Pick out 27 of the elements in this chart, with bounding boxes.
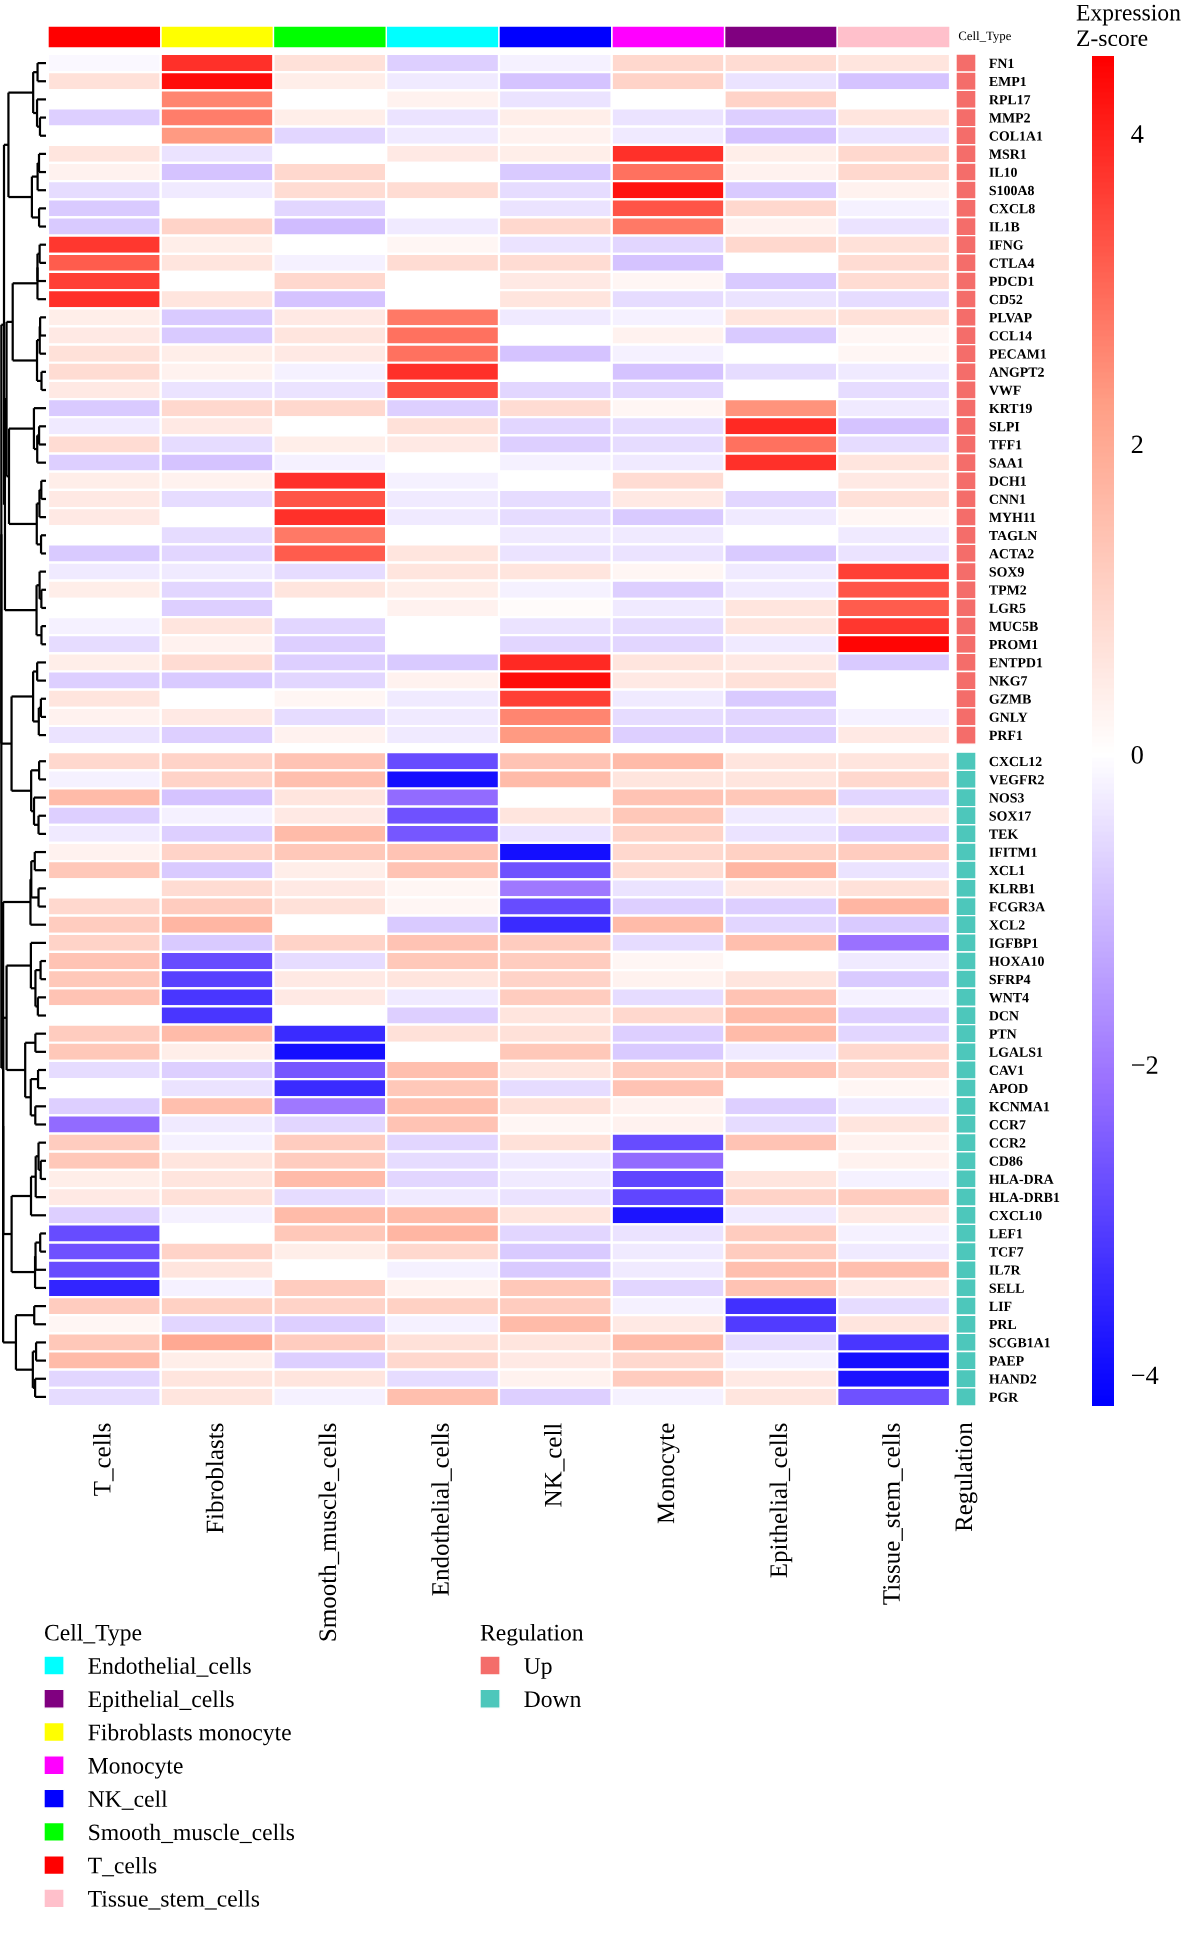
x-tick-label: Endothelial_cells [431,1423,452,1596]
legend-label: Epithelial_cells [88,1690,234,1712]
legend-label: Up [524,1658,552,1679]
x-tick-label: Epithelial_cells [769,1423,793,1578]
color-bar-label: −2 [1131,1056,1158,1074]
x-tick-label: Tissue_stem_cells [882,1423,903,1605]
legend-label: NK_cell [88,1790,168,1810]
legend-label: Tissue_stem_cells [88,1890,260,1910]
x-tick-label: Monocyte [657,1423,680,1524]
legend-label: T_cells [88,1856,157,1877]
color-bar-label: 4 [1131,125,1144,143]
legend-label: Down [524,1691,582,1708]
legend-title: Regulation [480,1624,584,1646]
legend-label: Smooth_muscle_cells [89,1823,295,1844]
x-tick-label: Smooth_muscle_cells [318,1423,340,1641]
legend-label: Monocyte [88,1758,183,1779]
legend-label: Endothelial_cells [88,1657,251,1677]
color-bar-label: −4 [1131,1366,1159,1385]
color-bar-label: 0 [1131,745,1143,764]
legend-label: Fibroblasts monocyte [88,1723,291,1746]
color-bar-label: 2 [1131,435,1143,454]
color-bar-title: Expression Z-score [1076,4,1181,47]
x-tick-label: Fibroblasts [205,1423,224,1534]
legend-title: Cell_Type [44,1624,142,1646]
x-tick-label: T_cells [93,1423,114,1496]
x-tick-label: NK_cell [544,1423,565,1507]
y-axis-title: Regulation [954,1422,978,1532]
